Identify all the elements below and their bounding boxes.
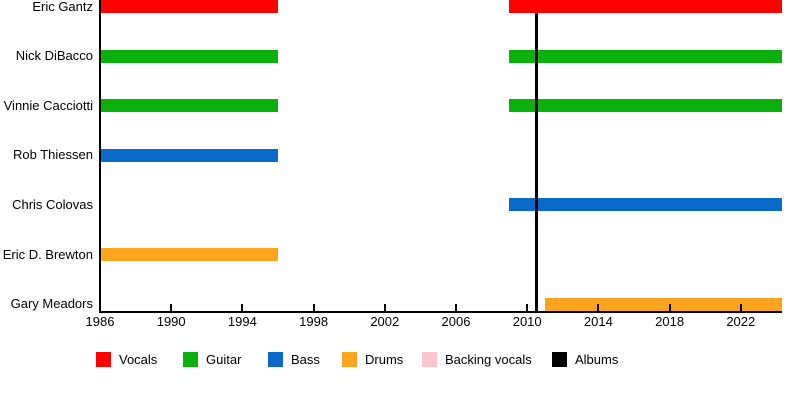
axis-tick — [526, 304, 529, 311]
timeline-bar-drums — [100, 248, 278, 261]
axis-tick — [241, 304, 244, 311]
axis-tick-label: 2010 — [512, 314, 542, 329]
timeline-bar-vocals — [509, 0, 782, 13]
legend-label: Vocals — [119, 352, 158, 367]
legend-label: Drums — [365, 352, 404, 367]
axis-tick-label: 1998 — [299, 314, 329, 329]
axis-tick-label: 1990 — [156, 314, 186, 329]
legend-label: Guitar — [206, 352, 242, 367]
legend-color-swatch — [422, 352, 437, 367]
timeline-bar-guitar — [100, 49, 278, 63]
member-label: Chris Colovas — [12, 196, 93, 212]
legend-item-drums: Drums — [342, 352, 403, 367]
member-label: Vinnie Cacciotti — [3, 97, 93, 113]
legend-item-vocals: Vocals — [96, 352, 157, 367]
legend-label: Backing vocals — [445, 352, 532, 367]
legend-label: Albums — [575, 352, 619, 367]
timeline-bar-vocals — [100, 0, 278, 13]
axis-tick-label: 1986 — [85, 314, 115, 329]
album-release-line — [534, 13, 538, 311]
timeline-bar-guitar — [509, 49, 782, 63]
axis-tick — [383, 304, 386, 311]
legend-color-swatch — [96, 352, 111, 367]
y-axis-line — [99, 0, 101, 313]
axis-tick-label: 2006 — [441, 314, 471, 329]
axis-tick-label: 1994 — [227, 314, 257, 329]
axis-tick — [455, 304, 457, 311]
timeline-bar-guitar — [509, 99, 782, 113]
legend-item-bass: Bass — [268, 352, 320, 367]
axis-tick-label: 2018 — [655, 314, 685, 329]
timeline-bar-guitar — [100, 99, 278, 113]
axis-tick-label: 2014 — [583, 314, 613, 329]
timeline-bar-bass — [509, 198, 782, 212]
legend-color-swatch — [342, 352, 357, 367]
axis-tick-label: 2022 — [726, 314, 756, 329]
axis-tick — [312, 304, 315, 311]
axis-tick — [739, 304, 742, 311]
legend-item-backing-vocals: Backing vocals — [422, 352, 532, 367]
member-label: Gary Meadors — [10, 296, 93, 312]
member-label: Eric D. Brewton — [2, 246, 93, 262]
axis-tick — [597, 304, 600, 311]
member-label: Nick DiBacco — [15, 48, 93, 64]
legend-item-albums: Albums — [552, 352, 618, 367]
member-label: Eric Gantz — [32, 0, 93, 14]
x-axis-line — [99, 311, 782, 313]
member-label: Rob Thiessen — [13, 147, 93, 163]
legend-color-swatch — [183, 352, 198, 367]
timeline-bar-drums — [545, 297, 782, 311]
legend-item-guitar: Guitar — [183, 352, 241, 367]
axis-tick — [668, 304, 671, 311]
timeline-bar-bass — [100, 148, 278, 162]
axis-tick — [170, 304, 173, 311]
axis-tick-label: 2002 — [370, 314, 400, 329]
legend-label: Bass — [291, 352, 320, 367]
legend-color-swatch — [268, 352, 283, 367]
legend-color-swatch — [552, 352, 567, 367]
